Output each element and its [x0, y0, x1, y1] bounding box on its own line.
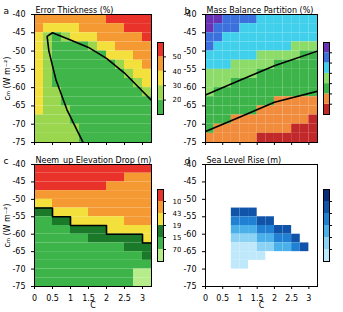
svg-text:2.5: 2.5	[118, 294, 131, 303]
svg-text:-50: -50	[12, 195, 25, 204]
svg-text:430: 430	[172, 209, 186, 218]
svg-text:Mass Balance Partition (%): Mass Balance Partition (%)	[207, 6, 314, 15]
svg-text:C: C	[90, 301, 96, 310]
svg-text:Neem_up Elevation Drop (m): Neem_up Elevation Drop (m)	[36, 156, 152, 165]
svg-text:-70: -70	[183, 120, 196, 129]
svg-text:-55: -55	[183, 212, 196, 221]
svg-text:-45: -45	[183, 177, 196, 186]
svg-text:-75: -75	[183, 138, 196, 147]
svg-text:-40: -40	[12, 160, 25, 169]
svg-text:-65: -65	[12, 247, 25, 256]
svg-text:-70: -70	[12, 120, 25, 129]
svg-text:a: a	[4, 6, 10, 16]
svg-text:cₘ (W m⁻²): cₘ (W m⁻²)	[3, 204, 12, 248]
svg-text:-45: -45	[12, 177, 25, 186]
svg-text:cₘ (W m⁻²): cₘ (W m⁻²)	[3, 57, 12, 101]
svg-text:C: C	[259, 301, 265, 310]
svg-text:b: b	[185, 6, 191, 16]
svg-text:1.5: 1.5	[82, 294, 95, 304]
svg-text:-75: -75	[183, 282, 196, 291]
svg-text:Error Thickness (%): Error Thickness (%)	[36, 6, 114, 15]
svg-text:-40: -40	[12, 10, 25, 19]
svg-text:70: 70	[172, 245, 182, 254]
svg-text:3: 3	[306, 294, 311, 303]
svg-text:-60: -60	[183, 83, 196, 92]
svg-text:40: 40	[172, 67, 182, 76]
svg-text:2: 2	[104, 294, 109, 303]
svg-text:0: 0	[203, 294, 208, 303]
svg-text:d: d	[185, 156, 191, 166]
svg-text:-55: -55	[12, 212, 25, 221]
svg-text:-50: -50	[183, 47, 196, 56]
svg-text:190: 190	[172, 221, 186, 230]
svg-text:-55: -55	[12, 65, 25, 74]
svg-text:1.5: 1.5	[250, 294, 264, 304]
svg-text:-65: -65	[12, 101, 25, 110]
svg-text:0: 0	[32, 294, 37, 303]
svg-text:-55: -55	[183, 65, 196, 74]
svg-text:c: c	[4, 156, 9, 166]
svg-text:50: 50	[172, 53, 182, 62]
svg-text:150: 150	[172, 233, 186, 242]
svg-text:-70: -70	[183, 265, 196, 274]
svg-text:-50: -50	[12, 47, 25, 56]
svg-text:3: 3	[140, 294, 145, 303]
svg-text:1: 1	[237, 294, 242, 303]
svg-text:-70: -70	[12, 265, 25, 274]
svg-text:-60: -60	[12, 83, 25, 92]
svg-text:2.5: 2.5	[285, 294, 298, 303]
svg-text:-75: -75	[12, 138, 25, 147]
svg-text:20: 20	[172, 96, 182, 105]
svg-text:-75: -75	[12, 282, 25, 291]
svg-text:-60: -60	[183, 230, 196, 239]
svg-text:Sea Level Rise (m): Sea Level Rise (m)	[207, 156, 282, 165]
svg-text:-65: -65	[183, 247, 196, 256]
svg-text:-45: -45	[12, 28, 25, 37]
svg-text:-60: -60	[12, 230, 25, 239]
svg-text:-50: -50	[183, 195, 196, 204]
svg-text:0.5: 0.5	[216, 294, 229, 303]
svg-text:0.5: 0.5	[46, 294, 59, 303]
svg-text:-45: -45	[183, 28, 196, 37]
svg-text:30: 30	[172, 81, 182, 90]
svg-text:-65: -65	[183, 101, 196, 110]
svg-text:2: 2	[272, 294, 277, 303]
svg-text:1: 1	[68, 294, 73, 303]
